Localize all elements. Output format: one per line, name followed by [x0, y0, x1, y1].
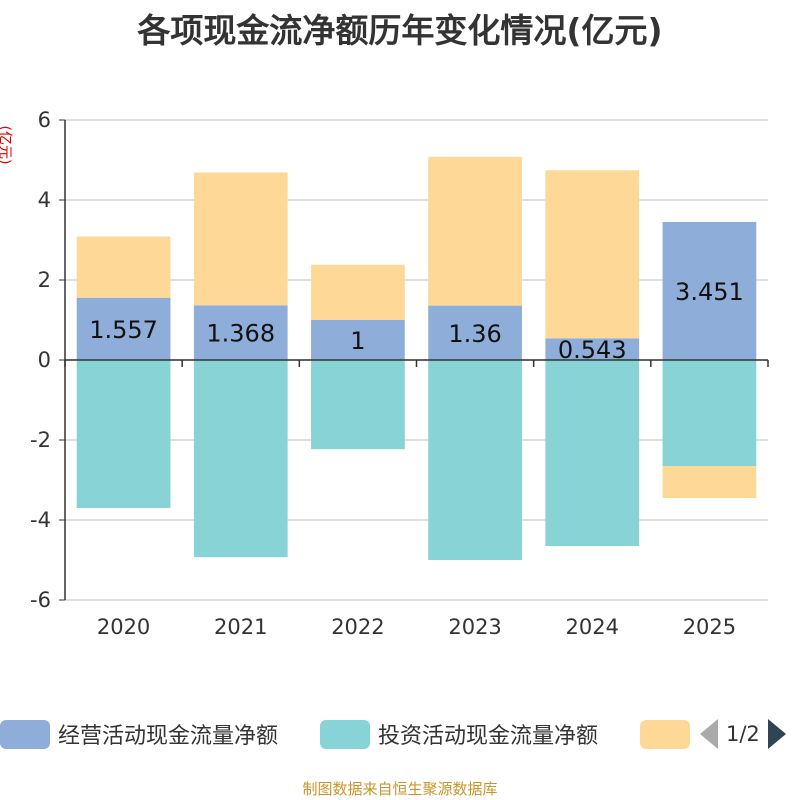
- legend-prev-arrow-icon[interactable]: [700, 719, 718, 749]
- bar-series0-2022: [311, 320, 405, 360]
- bar-series1-2021: [193, 360, 288, 558]
- x-tick-label: 2022: [331, 615, 384, 639]
- bar-series1-2025: [662, 360, 757, 466]
- y-tick-label: 4: [38, 188, 51, 212]
- bar-series1-2024: [545, 360, 640, 546]
- x-tick-label: 2021: [214, 615, 267, 639]
- data-source-footer: 制图数据来自恒生聚源数据库: [302, 780, 498, 798]
- legend-item-operating[interactable]: 经营活动现金流量净额: [0, 716, 278, 752]
- x-tick-label: 2020: [97, 615, 150, 639]
- legend: 经营活动现金流量净额 投资活动现金流量净额 1/2: [0, 716, 800, 756]
- legend-label-investing: 投资活动现金流量净额: [378, 724, 599, 749]
- legend-swatch-third: [640, 719, 690, 749]
- data-label-2025: 3.451: [675, 278, 744, 306]
- y-tick-label: -2: [30, 428, 51, 452]
- legend-swatch-investing: [320, 719, 370, 749]
- bar-series1-2023: [428, 360, 522, 560]
- bar-series2-2024: [545, 170, 640, 339]
- x-tick-label: 2025: [683, 615, 736, 639]
- data-label-2023: 1.36: [448, 320, 501, 348]
- bar-series2-2023: [428, 156, 522, 306]
- bar-series1-2020: [76, 360, 171, 508]
- x-tick-label: 2024: [566, 615, 619, 639]
- bar-series0-2020: [76, 297, 171, 360]
- data-label-2020: 1.557: [89, 316, 158, 344]
- bar-series0-2025: [662, 221, 757, 360]
- bar-series0-2023: [428, 305, 522, 360]
- legend-label-operating: 经营活动现金流量净额: [58, 724, 279, 749]
- bar-series2-2021: [193, 172, 288, 306]
- y-tick-label: 2: [38, 268, 51, 292]
- bar-series2-2022: [311, 264, 405, 320]
- bar-chart: 6 4 2 0 -2 -4 -6 1.557 2020 1.368 2021 1 2022 1.36 202…: [30, 108, 769, 639]
- legend-next-arrow-icon[interactable]: [767, 719, 786, 749]
- y-tick-label: -4: [30, 508, 51, 532]
- y-tick-label: 6: [38, 108, 51, 132]
- data-label-2021: 1.368: [206, 320, 275, 348]
- legend-page-indicator: 1/2: [726, 722, 760, 746]
- data-label-2022: 1: [350, 327, 365, 355]
- bar-series0-2024: [545, 338, 640, 360]
- bar-series1-2022: [311, 360, 405, 450]
- chart-title: 各项现金流净额历年变化情况(亿元): [137, 11, 663, 50]
- bar-series2-2020: [76, 236, 171, 298]
- legend-item-third[interactable]: [640, 716, 690, 752]
- bar-series2-2025: [662, 466, 757, 498]
- y-tick-label: -6: [30, 588, 51, 612]
- legend-swatch-operating: [0, 719, 50, 749]
- y-tick-label: 0: [38, 348, 51, 372]
- legend-pager: 1/2: [700, 716, 786, 752]
- bar-series0-2021: [193, 305, 288, 360]
- legend-item-investing[interactable]: 投资活动现金流量净额: [320, 716, 598, 752]
- x-tick-label: 2023: [448, 615, 501, 639]
